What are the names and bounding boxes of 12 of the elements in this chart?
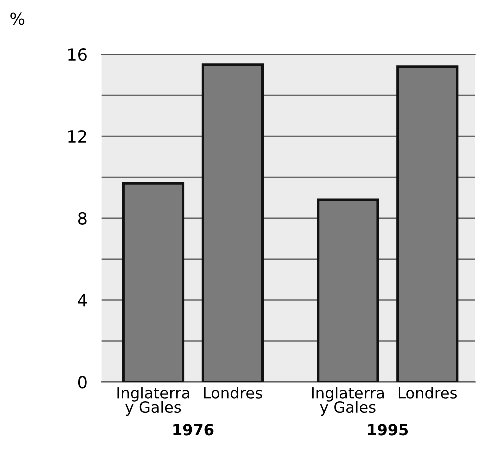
x-tick-label: Inglaterra y Gales — [312, 387, 384, 416]
y-tick-label: 0 — [78, 376, 87, 389]
y-tick-label: 4 — [78, 294, 88, 307]
x-tick-label: Londres — [398, 387, 458, 399]
y-tick-label: 8 — [78, 212, 87, 225]
y-tick-label: 12 — [68, 130, 86, 143]
text: 1976 — [174, 424, 214, 436]
y-axis-title: % — [10, 12, 25, 26]
y-tick-label: 16 — [68, 48, 87, 62]
text: 1995 — [368, 424, 408, 436]
x-tick-label: Inglaterra y Gales — [118, 387, 190, 416]
x-tick-label: Londres — [204, 387, 262, 399]
